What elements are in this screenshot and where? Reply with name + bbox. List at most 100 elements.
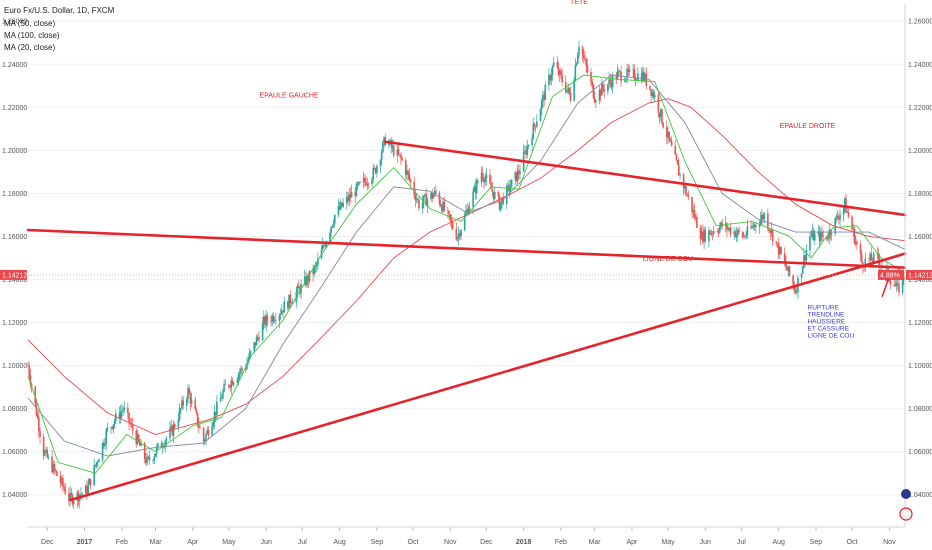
x-tick-label: Mar	[589, 539, 602, 546]
ma-line	[27, 74, 906, 457]
candle-body	[228, 384, 230, 387]
candle-body	[552, 62, 555, 67]
y-tick-label-right: 1.16000	[908, 234, 932, 241]
x-tick-label: May	[222, 539, 236, 546]
candle-body	[738, 229, 740, 233]
candle-body	[194, 399, 197, 410]
candle-body	[561, 74, 563, 83]
candle-body	[275, 320, 277, 321]
candle-body	[735, 233, 738, 237]
candle-body	[514, 172, 517, 180]
candle-body	[812, 230, 815, 241]
x-tick-label: Apr	[626, 539, 638, 546]
candle-body	[637, 73, 639, 81]
candle-body	[674, 145, 677, 155]
candle-body	[121, 410, 123, 412]
candle-body	[524, 150, 526, 153]
candle-body	[448, 211, 450, 215]
candle-body	[95, 462, 98, 466]
candle-body	[533, 123, 536, 126]
candle-body	[231, 380, 234, 385]
candle-body	[171, 425, 174, 436]
candle-body	[518, 170, 520, 174]
candle-body	[287, 301, 289, 309]
candle-body	[643, 71, 645, 81]
candle-body	[721, 222, 723, 227]
candle-body	[86, 485, 88, 495]
candle-body	[593, 97, 596, 103]
candle-body	[634, 79, 637, 81]
pct-badge	[878, 269, 904, 280]
candle-body	[560, 70, 562, 75]
candle-body	[497, 192, 500, 197]
candle-body	[485, 174, 488, 179]
candle-body	[219, 398, 222, 402]
candle-body	[864, 258, 867, 268]
y-tick-label-right: 1.18000	[908, 191, 932, 198]
trendline[interactable]	[68, 252, 907, 502]
grid	[28, 20, 905, 496]
candle-body	[628, 69, 631, 72]
candle-body	[379, 160, 382, 167]
candle-body	[817, 231, 820, 234]
candle-body	[89, 479, 92, 486]
candle-body	[53, 463, 56, 470]
candle-body	[223, 384, 225, 392]
candle-body	[447, 210, 449, 212]
candle-body	[609, 79, 612, 83]
candle-body	[728, 227, 731, 229]
candle-body	[52, 463, 55, 473]
candle-body	[312, 270, 314, 275]
candle-body	[507, 184, 509, 186]
candle-body	[237, 374, 240, 380]
candle-body	[94, 464, 97, 466]
candle-body	[720, 222, 722, 227]
trendline[interactable]	[383, 140, 907, 217]
candle-body	[477, 180, 479, 183]
candle-body	[246, 363, 248, 369]
candle-body	[666, 127, 668, 138]
candle-body	[526, 146, 529, 155]
x-tick-label: Sep	[371, 539, 384, 546]
candle-body	[650, 89, 652, 97]
candle-body	[516, 170, 519, 182]
candle-body	[860, 254, 863, 263]
candle-body	[584, 58, 586, 60]
candle-body	[51, 456, 53, 473]
candle-body	[578, 46, 580, 55]
x-tick-label: Oct	[408, 539, 419, 546]
candle-body	[140, 443, 142, 446]
candle-body	[354, 192, 357, 197]
candle-body	[742, 236, 745, 237]
candle-body	[699, 227, 702, 240]
candle-body	[397, 149, 400, 155]
candle-body	[178, 408, 181, 420]
candle-body	[72, 500, 75, 504]
y-tick-label-right: 1.04000	[908, 492, 932, 499]
candle-body	[466, 208, 468, 212]
candle-body	[264, 316, 266, 326]
candle-body	[741, 232, 744, 237]
trendline[interactable]	[26, 228, 907, 269]
x-tick-label: Nov	[444, 539, 457, 546]
y-tick-label-right: 1.26000	[908, 19, 932, 26]
candle-body	[244, 368, 247, 370]
candle-body	[350, 192, 353, 198]
y-tick-label-left: 1.10000	[2, 363, 27, 370]
candle-body	[46, 449, 49, 458]
candle-body	[770, 229, 773, 233]
candle-body	[135, 430, 138, 445]
candle-body	[644, 73, 646, 81]
candle-body	[113, 420, 116, 425]
candle-body	[569, 93, 572, 101]
candle-body	[371, 179, 373, 185]
candle-body	[869, 253, 871, 260]
candle-body	[29, 375, 32, 385]
candle-body	[137, 434, 140, 442]
candle-body	[842, 206, 845, 215]
candle-body	[750, 226, 752, 228]
candle-body	[424, 194, 426, 196]
candle-body	[744, 236, 746, 237]
candle-body	[418, 199, 420, 209]
